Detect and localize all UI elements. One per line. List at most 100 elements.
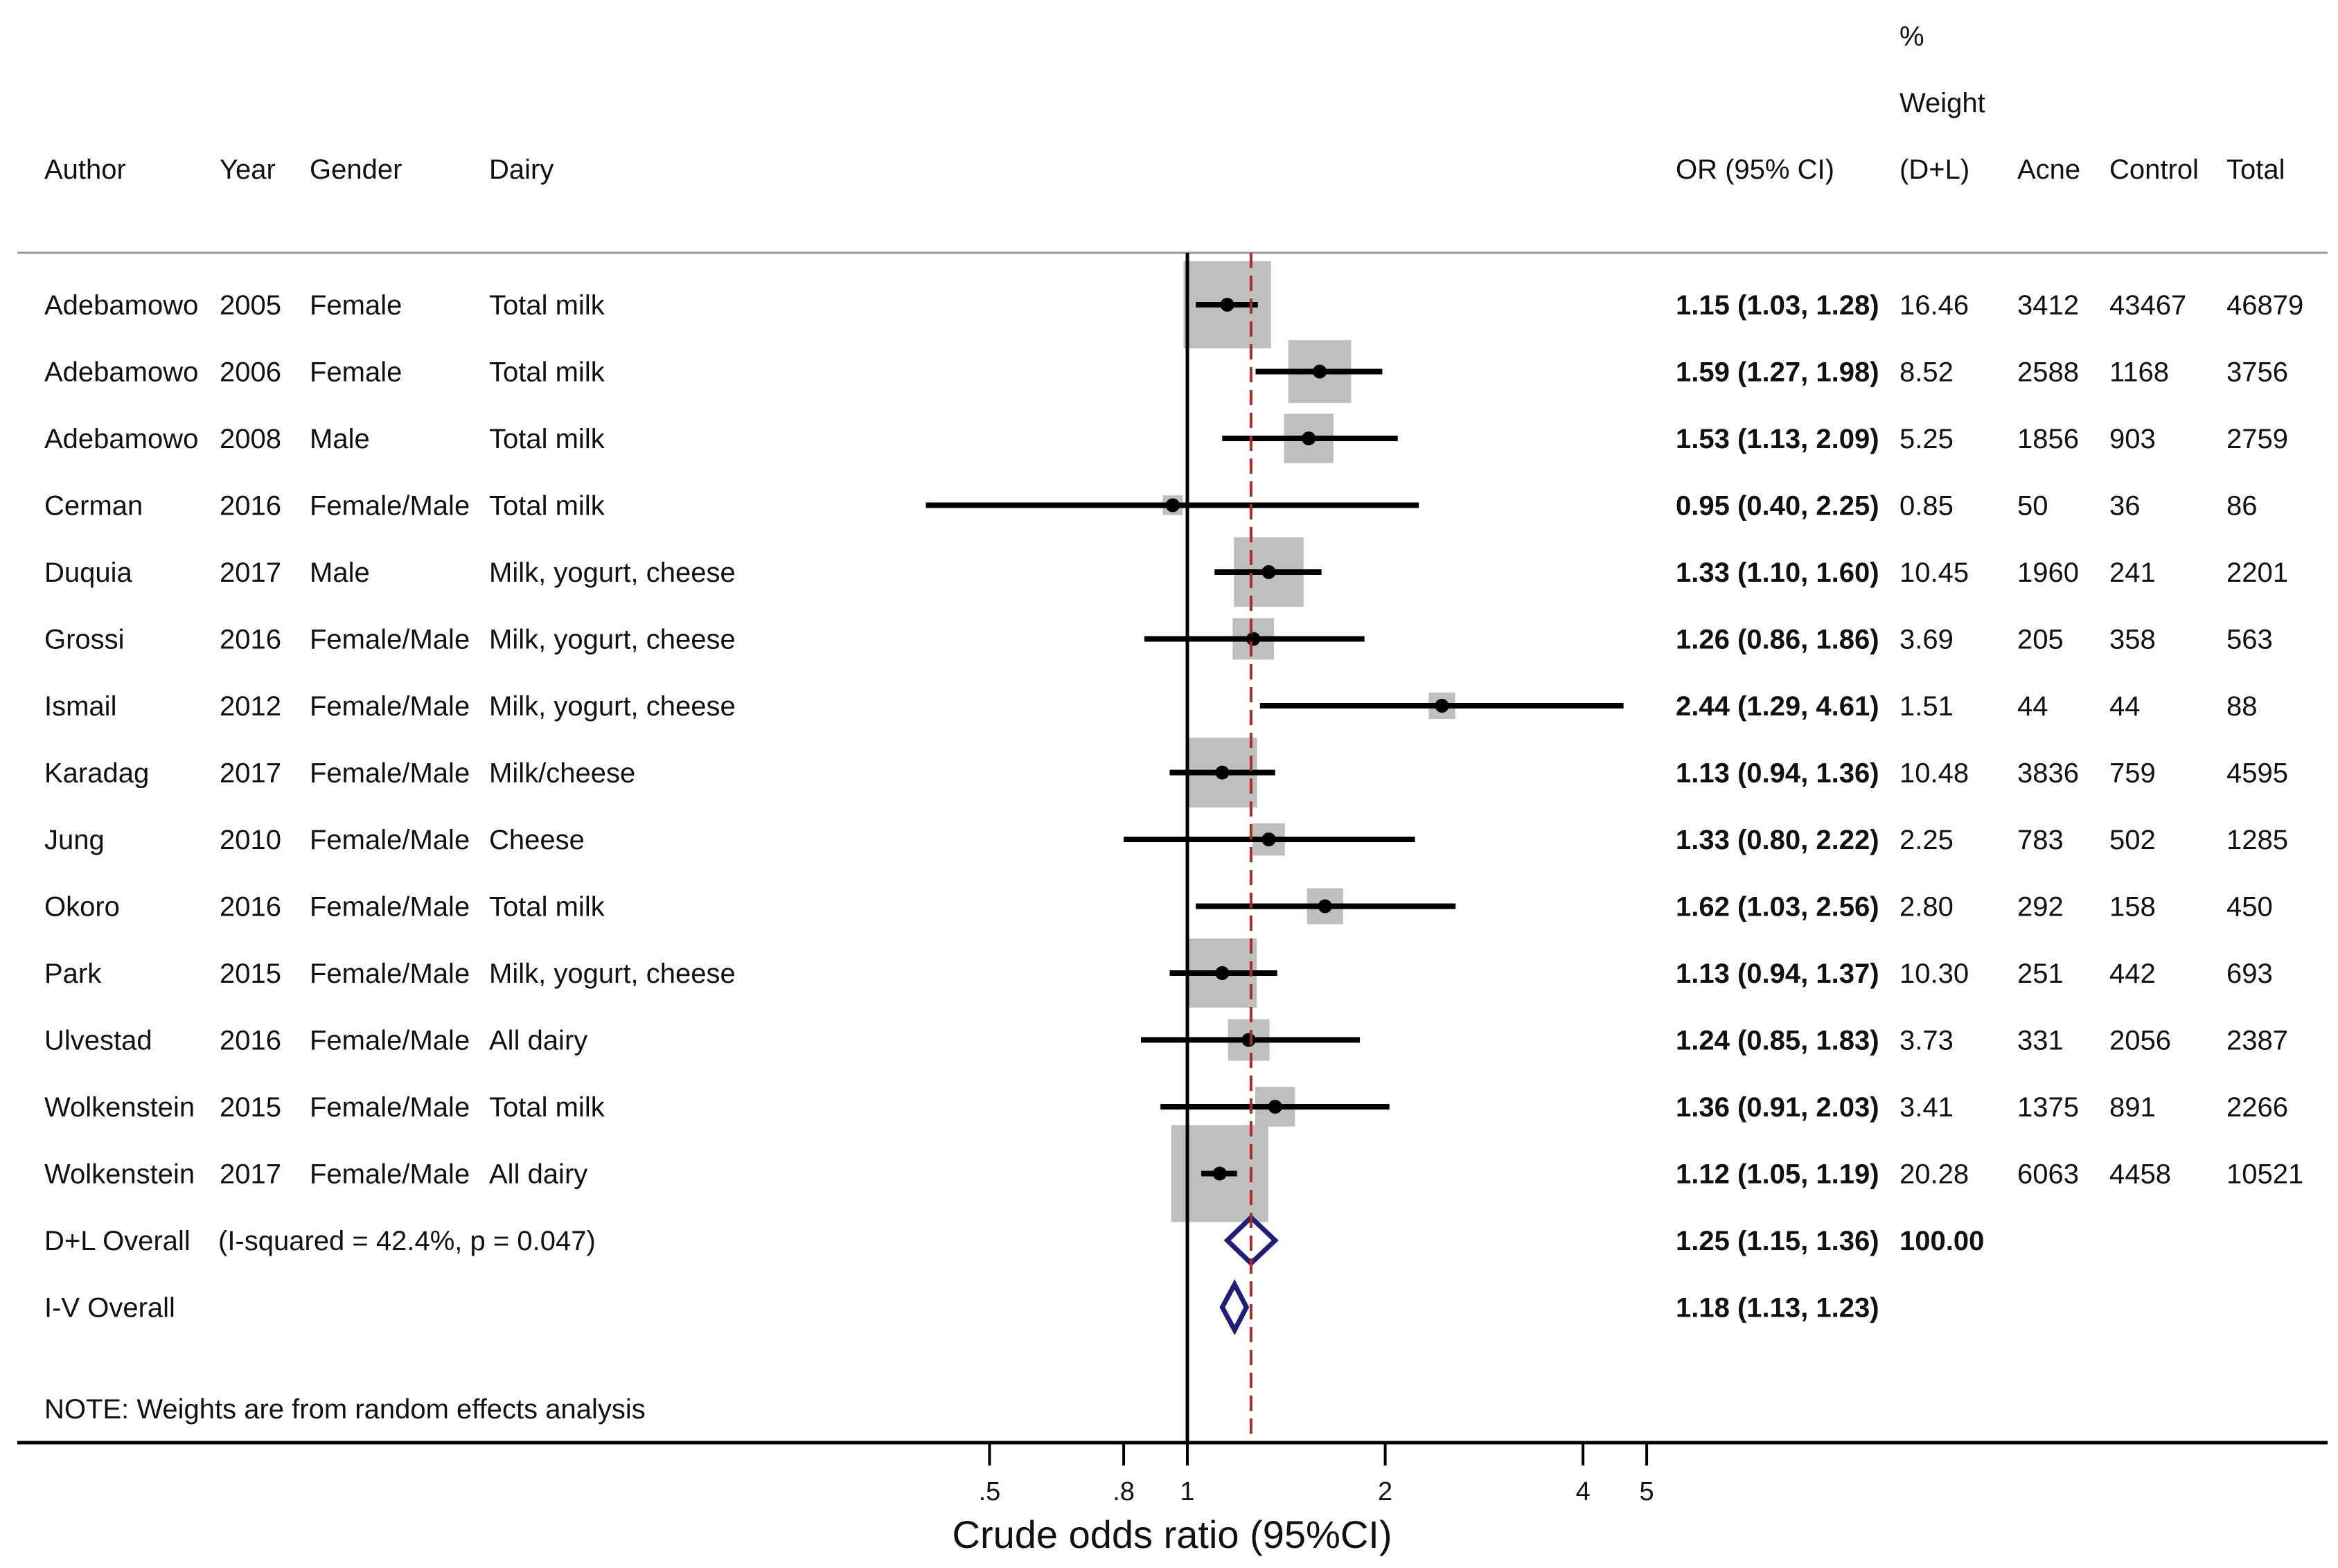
study-or-ci: 1.59 (1.27, 1.98): [1676, 357, 1879, 388]
study-acne-count: 6063: [2017, 1159, 2079, 1190]
x-tick-label: 4: [1576, 1477, 1591, 1506]
study-row: Cerman 2016 Female/Male Total milk 0.95 (0.4…: [44, 491, 2258, 522]
study-total-count: 10521: [2226, 1159, 2303, 1190]
study-row: Ulvestad 2016 Female/Male All dairy 1.24 (0.…: [44, 1026, 2288, 1056]
study-year: 2006: [220, 357, 281, 388]
study-row: Wolkenstein 2017 Female/Male All dairy 1.12 …: [44, 1159, 2303, 1190]
study-acne-count: 783: [2017, 825, 2064, 855]
study-acne-count: 44: [2017, 691, 2048, 722]
study-gender: Female: [310, 290, 402, 321]
study-row: Duquia 2017 Male Milk, yogurt, cheese 1.33 (…: [44, 558, 2288, 588]
study-acne-count: 2588: [2017, 357, 2079, 388]
forest-marks: [926, 260, 1624, 1335]
study-year: 2015: [220, 959, 281, 989]
point-estimate: [1318, 899, 1332, 914]
header-acne: Acne: [2017, 154, 2080, 185]
study-gender: Female/Male: [310, 892, 470, 923]
study-control-count: 759: [2109, 758, 2156, 789]
point-estimate: [1165, 498, 1180, 513]
heterogeneity-note: (I-squared = 42.4%, p = 0.047): [218, 1226, 596, 1256]
study-or-ci: 1.33 (0.80, 2.22): [1676, 825, 1879, 855]
weights-note: NOTE: Weights are from random effects an…: [44, 1394, 646, 1425]
pooled-diamond: [1219, 1279, 1250, 1335]
study-author: Adebamowo: [44, 357, 198, 388]
study-acne-count: 331: [2017, 1026, 2064, 1056]
header-weight-percent: %: [1899, 21, 1924, 52]
study-weight: 3.41: [1899, 1092, 1954, 1123]
study-author: Ismail: [44, 691, 116, 722]
study-total-count: 1285: [2226, 825, 2288, 855]
study-or-ci: 1.62 (1.03, 2.56): [1676, 892, 1879, 923]
study-weight: 5.25: [1899, 424, 1954, 454]
study-total-count: 4595: [2226, 758, 2288, 789]
study-year: 2017: [220, 558, 281, 588]
point-estimate: [1241, 1033, 1256, 1047]
header-or: OR (95% CI): [1676, 154, 1834, 185]
study-year: 2012: [220, 691, 281, 722]
study-weight: 3.69: [1899, 625, 1954, 655]
header-control: Control: [2109, 154, 2199, 185]
study-total-count: 86: [2226, 491, 2258, 522]
study-dairy: Cheese: [489, 825, 585, 855]
point-estimate: [1261, 832, 1276, 846]
study-row: Park 2015 Female/Male Milk, yogurt, cheese 1…: [44, 959, 2273, 989]
study-year: 2016: [220, 625, 281, 655]
study-or-ci: 1.13 (0.94, 1.37): [1676, 959, 1879, 989]
study-total-count: 450: [2226, 892, 2273, 923]
study-or-ci: 1.12 (1.05, 1.19): [1676, 1159, 1879, 1190]
table-header: Author Year Gender Dairy OR (95% CI) % W…: [44, 21, 2285, 185]
point-estimate: [1313, 364, 1327, 379]
study-dairy: Milk, yogurt, cheese: [489, 691, 736, 722]
study-weight: 10.45: [1899, 558, 1969, 588]
study-control-count: 891: [2109, 1092, 2156, 1123]
study-control-count: 4458: [2109, 1159, 2171, 1190]
study-author: Cerman: [44, 491, 143, 522]
point-estimate: [1268, 1100, 1282, 1114]
study-year: 2016: [220, 892, 281, 923]
study-dairy: All dairy: [489, 1159, 587, 1190]
study-control-count: 44: [2109, 691, 2141, 722]
study-control-count: 1168: [2109, 357, 2169, 388]
x-tick-label: 2: [1378, 1477, 1392, 1506]
study-total-count: 563: [2226, 625, 2273, 655]
study-weight: 0.85: [1899, 491, 1954, 522]
study-author: Park: [44, 959, 102, 989]
study-gender: Female/Male: [310, 1026, 470, 1056]
study-dairy: Milk/cheese: [489, 758, 635, 789]
study-weight: 20.28: [1899, 1159, 1969, 1190]
study-or-ci: 1.33 (1.10, 1.60): [1676, 558, 1879, 588]
study-or-ci: 2.44 (1.29, 4.61): [1676, 691, 1879, 722]
study-control-count: 442: [2109, 959, 2156, 989]
study-author: Wolkenstein: [44, 1159, 195, 1190]
study-weight: 1.51: [1899, 691, 1954, 722]
point-estimate: [1246, 632, 1261, 646]
header-total: Total: [2226, 154, 2285, 185]
study-acne-count: 292: [2017, 892, 2064, 923]
overall-row: I-V Overall 1.18 (1.13, 1.23): [44, 1293, 1879, 1324]
overall-label: I-V Overall: [44, 1293, 175, 1324]
header-author: Author: [44, 154, 126, 185]
overall-or-ci: 1.18 (1.13, 1.23): [1676, 1293, 1879, 1324]
study-gender: Female/Male: [310, 758, 470, 789]
point-estimate: [1212, 1166, 1227, 1181]
study-total-count: 2387: [2226, 1026, 2288, 1056]
overall-label: D+L Overall: [44, 1226, 191, 1256]
point-estimate: [1261, 565, 1276, 579]
header-weight-method: (D+L): [1899, 154, 1969, 185]
study-or-ci: 1.36 (0.91, 2.03): [1676, 1092, 1879, 1123]
study-or-ci: 1.26 (0.86, 1.86): [1676, 625, 1879, 655]
study-row: Adebamowo 2006 Female Total milk 1.59 (1.27,…: [44, 357, 2288, 388]
study-weight: 2.80: [1899, 892, 1954, 923]
study-year: 2016: [220, 1026, 281, 1056]
study-year: 2016: [220, 491, 281, 522]
study-weight: 10.30: [1899, 959, 1969, 989]
study-or-ci: 0.95 (0.40, 2.25): [1676, 491, 1879, 522]
study-control-count: 158: [2109, 892, 2156, 923]
x-tick-label: .5: [979, 1477, 1001, 1506]
study-gender: Female/Male: [310, 625, 470, 655]
study-dairy: Total milk: [489, 892, 605, 923]
study-row: Adebamowo 2008 Male Total milk 1.53 (1.13, 2…: [44, 424, 2288, 454]
study-gender: Female/Male: [310, 1159, 470, 1190]
study-gender: Female/Male: [310, 691, 470, 722]
study-author: Jung: [44, 825, 105, 855]
